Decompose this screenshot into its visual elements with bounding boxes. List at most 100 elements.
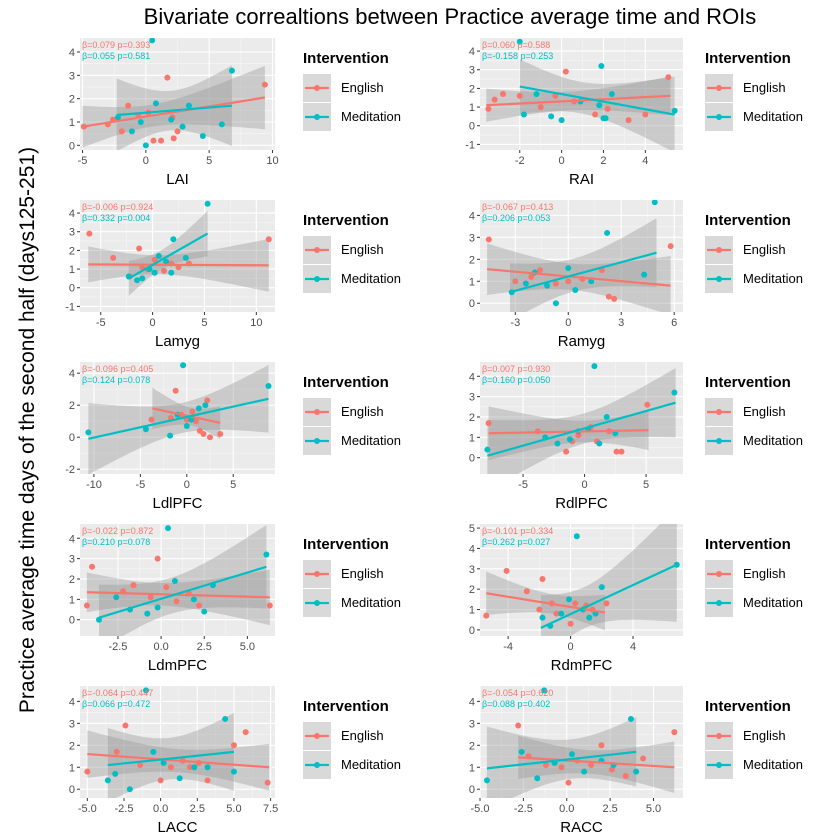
x-tick-label: -4: [503, 641, 513, 653]
x-tick-label: 0: [184, 479, 190, 491]
data-point-meditation: [598, 584, 605, 591]
y-tick-label: 2: [69, 245, 75, 257]
x-tick-label: 6: [671, 317, 677, 329]
y-tick-label: 3: [469, 65, 475, 77]
y-tick-label: 2: [69, 400, 75, 412]
y-tick-label: 3: [69, 718, 75, 730]
fit-line-meditation: [519, 85, 675, 116]
fit-line-english: [486, 268, 671, 287]
legend-label-meditation: Meditation: [341, 757, 401, 772]
stat-annotation: β=-0.054 p=0.620: [482, 688, 553, 698]
stat-annotation: β=0.160 p=0.050: [482, 375, 550, 385]
x-tick-label: 0.0: [153, 803, 168, 815]
y-tick-label: 4: [69, 208, 75, 220]
x-tick-label: -2: [515, 155, 525, 167]
data-point-english: [537, 104, 544, 111]
data-point-meditation: [573, 533, 580, 540]
x-tick-label: 5: [643, 479, 649, 491]
legend-key-point: [716, 85, 722, 91]
fit-line-meditation: [88, 397, 269, 440]
data-point-meditation: [596, 102, 603, 109]
stat-annotation: β=-0.022 p=0.872: [82, 526, 153, 536]
data-point-english: [189, 408, 196, 415]
y-tick-label: 0: [469, 784, 475, 796]
data-point-english: [667, 243, 674, 250]
data-point-meditation: [230, 768, 237, 775]
legend-label-meditation: Meditation: [341, 109, 401, 124]
data-point-english: [151, 256, 158, 263]
y-tick-label: 0: [469, 121, 475, 133]
panel-background: [480, 524, 683, 636]
data-point-meditation: [170, 236, 177, 243]
data-point-english: [164, 74, 171, 81]
legend-label-english: English: [743, 566, 786, 581]
y-tick-label: 0: [469, 453, 475, 465]
x-axis-title: Lamyg: [155, 333, 200, 350]
y-tick-label: -1: [65, 301, 75, 313]
legend-label-english: English: [743, 80, 786, 95]
data-point-meditation: [185, 102, 192, 109]
stat-annotation: β=-0.006 p=0.924: [82, 202, 153, 212]
y-tick-label: 2: [469, 584, 475, 596]
data-point-english: [536, 606, 543, 613]
data-point-meditation: [263, 551, 270, 558]
data-point-english: [193, 418, 200, 425]
data-point-meditation: [604, 229, 611, 236]
chart-panel-ldmpfc: -2.5 0.0 2.5 5.0 0 1 2 3 4 β=-0.022 p=0.872β=0.21…: [69, 524, 401, 674]
stat-annotation: β=-0.101 p=0.334: [482, 526, 553, 536]
data-point-meditation: [651, 200, 658, 206]
y-tick-label: 3: [69, 227, 75, 239]
plot-area: [483, 687, 678, 798]
data-point-english: [161, 267, 168, 274]
y-tick-label: 3: [69, 554, 75, 566]
data-point-meditation: [534, 775, 541, 782]
data-point-meditation: [591, 363, 598, 370]
y-tick-label: 3: [469, 232, 475, 244]
x-axis-title: RdlPFC: [555, 495, 608, 512]
x-tick-label: -5: [78, 155, 88, 167]
data-point-english: [125, 102, 132, 109]
data-point-meditation: [142, 426, 149, 433]
fit-line-meditation: [98, 565, 267, 619]
confidence-band-meditation: [487, 368, 676, 474]
confidence-band-english: [82, 65, 265, 148]
data-point-meditation: [520, 111, 527, 118]
data-point-meditation: [483, 777, 490, 784]
panel-background: [480, 362, 683, 474]
data-point-meditation: [522, 280, 529, 287]
data-point-meditation: [539, 614, 546, 621]
data-point-meditation: [541, 687, 548, 694]
y-tick-label: 2: [69, 574, 75, 586]
data-point-english: [174, 128, 181, 135]
legend-label-meditation: Meditation: [743, 433, 803, 448]
stat-annotation: β=0.262 p=0.027: [482, 537, 550, 547]
confidence-band-meditation: [116, 65, 232, 150]
legend-key-point: [314, 276, 320, 282]
legend: Intervention English Meditation: [303, 50, 401, 131]
data-point-meditation: [191, 764, 198, 771]
data-point-meditation: [160, 759, 167, 766]
data-point-english: [516, 92, 523, 99]
x-tick-label: 0: [559, 155, 565, 167]
data-point-english: [154, 555, 161, 562]
y-tick-label: 3: [469, 392, 475, 404]
confidence-band-meditation: [486, 717, 637, 798]
data-point-meditation: [204, 200, 211, 207]
legend-label-meditation: Meditation: [743, 595, 803, 610]
data-point-meditation: [183, 423, 190, 429]
legend-key-point: [314, 571, 320, 577]
y-tick-label: 1: [69, 264, 75, 276]
data-point-english: [542, 762, 549, 769]
data-point-meditation: [134, 277, 141, 284]
data-point-english: [613, 448, 620, 455]
legend-label-english: English: [341, 80, 384, 95]
y-tick-label: 4: [69, 533, 75, 545]
data-point-meditation: [516, 38, 523, 45]
legend: Intervention English Meditation: [303, 212, 401, 293]
data-point-meditation: [154, 604, 161, 611]
fit-line-english: [518, 756, 675, 769]
data-point-meditation: [222, 715, 229, 722]
stat-annotation: β=-0.096 p=0.405: [82, 364, 153, 374]
y-tick-label: 1: [69, 117, 75, 129]
data-point-english: [89, 563, 96, 570]
